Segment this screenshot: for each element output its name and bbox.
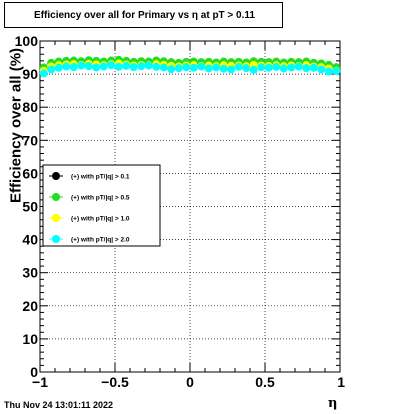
- data-point: [137, 62, 146, 71]
- data-point: [54, 63, 63, 72]
- data-point: [77, 61, 86, 70]
- legend-label: (+) with pT/|q| > 0.1: [71, 174, 130, 181]
- legend-label: (+) with pT/|q| > 1.0: [71, 216, 130, 223]
- data-point: [114, 62, 123, 71]
- chart-title-box: Efficiency over all for Primary vs η at …: [4, 2, 283, 28]
- x-axis-label: η: [328, 396, 338, 411]
- data-point: [204, 64, 213, 73]
- legend-marker: [52, 172, 60, 180]
- data-point: [272, 62, 281, 71]
- data-point: [257, 63, 266, 72]
- data-point: [144, 61, 153, 70]
- data-point: [197, 62, 206, 71]
- legend-marker: [52, 235, 60, 243]
- y-tick-label: 30: [22, 265, 38, 281]
- y-tick-label: 40: [22, 232, 38, 248]
- y-tick-label: 10: [22, 331, 38, 347]
- data-point: [84, 62, 93, 71]
- x-tick-label: 1: [337, 374, 345, 390]
- data-point: [302, 64, 311, 73]
- legend-label: (+) with pT/|q| > 0.5: [71, 195, 130, 202]
- y-tick-label: 50: [22, 199, 38, 215]
- data-point: [264, 63, 273, 72]
- data-point: [242, 64, 251, 73]
- series-3: [39, 61, 341, 78]
- data-point: [279, 64, 288, 73]
- data-point: [62, 62, 71, 71]
- data-point: [332, 67, 341, 76]
- series-layer: [39, 55, 341, 78]
- x-tick-label: −0.5: [101, 374, 129, 390]
- x-tick-label: 0: [186, 374, 194, 390]
- y-tick-label: 70: [22, 132, 38, 148]
- data-point: [309, 63, 318, 72]
- data-point: [189, 63, 198, 72]
- legend-box: [42, 164, 161, 247]
- data-point: [182, 63, 191, 72]
- data-point: [324, 67, 333, 76]
- data-point: [129, 63, 138, 72]
- timestamp: Thu Nov 24 13:01:11 2022: [4, 400, 114, 410]
- data-point: [107, 61, 116, 70]
- y-tick-label: 20: [22, 298, 38, 314]
- data-point: [39, 69, 48, 78]
- y-tick-label: 80: [22, 99, 38, 115]
- legend-marker: [52, 214, 60, 222]
- data-point: [212, 63, 221, 72]
- legend-label: (+) with pT/|q| > 2.0: [71, 237, 130, 244]
- data-point: [234, 62, 243, 71]
- y-tick-label: 0: [30, 364, 38, 380]
- chart-title: Efficiency over all for Primary vs η at …: [34, 10, 255, 21]
- data-point: [174, 64, 183, 73]
- data-point: [219, 64, 228, 73]
- y-tick-label: 90: [22, 66, 38, 82]
- data-point: [294, 62, 303, 71]
- x-tick-label: 0.5: [255, 374, 275, 390]
- legend: (+) with pT/|q| > 0.1 (+) with pT/|q| > 0…: [42, 164, 161, 247]
- data-point: [92, 63, 101, 72]
- tick-layer: 0 10 20 30 40 50 60 70 80 90 100 −1 −0.5 0 0.5 1: [15, 33, 346, 390]
- data-point: [152, 62, 161, 71]
- x-tick-label: −1: [32, 374, 48, 390]
- y-tick-label: 100: [15, 33, 39, 49]
- data-point: [69, 63, 78, 72]
- data-point: [159, 63, 168, 72]
- data-point: [122, 61, 131, 70]
- data-point: [287, 63, 296, 72]
- data-point: [167, 65, 176, 74]
- y-tick-label: 60: [22, 165, 38, 181]
- legend-marker: [52, 193, 60, 201]
- data-point: [227, 65, 236, 74]
- data-point: [249, 65, 258, 74]
- data-point: [47, 65, 56, 74]
- data-point: [99, 62, 108, 71]
- data-point: [317, 65, 326, 74]
